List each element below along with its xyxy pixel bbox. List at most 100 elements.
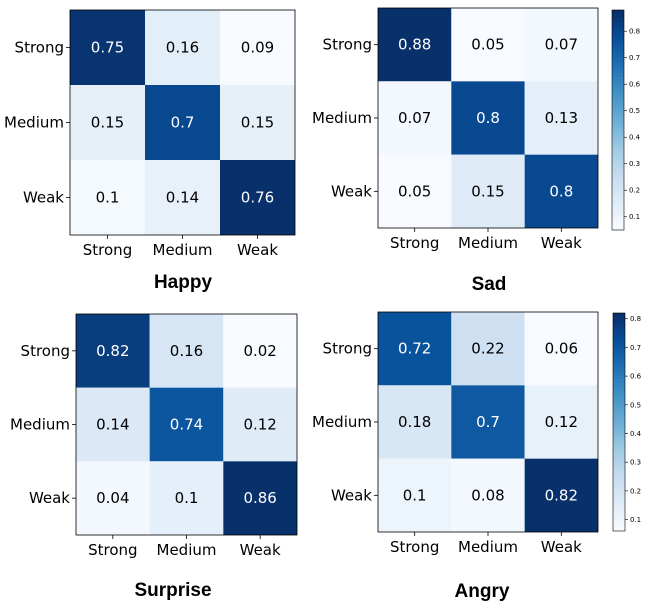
cell-value-label: 0.05 (471, 36, 504, 54)
cell-value-label: 0.08 (471, 486, 504, 504)
colorbar-segment (613, 440, 625, 445)
y-tick-label: Medium (10, 416, 70, 434)
colorbar-segment (612, 72, 624, 77)
colorbar-segment (613, 418, 625, 423)
colorbar-segment (612, 138, 624, 143)
colorbar-segment (612, 145, 624, 150)
colorbar-tick-label: 0.2 (630, 487, 641, 495)
colorbar-segment (613, 349, 625, 354)
colorbar-segment (612, 50, 624, 55)
colorbar-segment (612, 76, 624, 81)
colorbar-segment (612, 182, 624, 187)
colorbar-segment (613, 334, 625, 340)
cell-value-label: 0.7 (171, 114, 195, 132)
colorbar-tick-label: 0.8 (629, 28, 640, 36)
colorbar-segment (612, 109, 624, 114)
colorbar-segment (613, 487, 625, 492)
cell-value-label: 0.09 (241, 39, 274, 57)
heatmap-cell (451, 154, 525, 228)
heatmap-title: Sad (472, 274, 507, 295)
cell-value-label: 0.02 (243, 342, 276, 360)
heatmap-cell (524, 458, 598, 532)
x-tick-label: Medium (157, 541, 217, 559)
colorbar-segment (613, 505, 625, 510)
colorbar-segment (613, 345, 625, 350)
cell-value-label: 0.04 (96, 489, 129, 507)
colorbar-tick-label: 0.1 (630, 516, 641, 524)
colorbar-segment (613, 472, 625, 478)
y-tick-label: Weak (29, 489, 70, 507)
colorbar-segment (613, 436, 625, 441)
colorbar-segment (612, 171, 624, 176)
colorbar-segment (613, 458, 625, 463)
heatmap-panel-angry: 0.72 0.22 0.06 0.18 0.7 0.12 0.1 0.08 0.82 Strong… (312, 311, 642, 602)
colorbar-segment (613, 476, 625, 481)
colorbar-segment (612, 57, 624, 62)
colorbar-segment (612, 39, 624, 44)
colorbar-segment (612, 167, 624, 172)
heatmap-cell (149, 314, 224, 388)
colorbar-segment (612, 204, 624, 209)
colorbar-segment (612, 189, 624, 194)
heatmap-title: Angry (455, 581, 510, 602)
colorbar-segment (612, 112, 624, 117)
heatmap-cell (451, 385, 525, 459)
y-tick-label: Strong (323, 340, 372, 358)
colorbar-segment (613, 363, 625, 369)
cell-value-label: 0.22 (471, 340, 504, 358)
cell-value-label: 0.18 (398, 413, 431, 431)
cell-value-label: 0.14 (166, 189, 199, 207)
heatmap-cell (149, 387, 224, 462)
colorbar-segment (613, 469, 625, 474)
colorbar-segment (613, 374, 625, 379)
colorbar-segment (613, 338, 625, 343)
colorbar-segment (612, 54, 624, 59)
colorbar-segment (612, 32, 624, 37)
colorbar-segment (613, 501, 625, 507)
colorbar-segment (613, 327, 625, 332)
colorbar-segment (612, 200, 624, 205)
colorbar-segment (612, 197, 624, 202)
colorbar-segment (612, 35, 624, 40)
colorbar-segment (613, 342, 625, 347)
colorbar-segment (612, 101, 624, 106)
colorbar-segment (612, 28, 624, 33)
heatmap-cell (145, 160, 220, 235)
colorbar-segment (612, 127, 624, 132)
colorbar-tick-label: 0.3 (629, 160, 640, 168)
heatmap-cell (524, 81, 598, 155)
x-tick-label: Weak (240, 541, 281, 559)
cell-value-label: 0.07 (545, 36, 578, 54)
heatmap-title: Surprise (134, 580, 211, 601)
colorbar-segment (613, 512, 625, 518)
colorbar-tick-label: 0.6 (629, 81, 641, 89)
cell-value-label: 0.16 (170, 342, 203, 360)
colorbar-segment (612, 46, 624, 51)
colorbar-tick-label: 0.6 (630, 373, 642, 381)
colorbar-segment (613, 360, 625, 365)
cell-value-label: 0.06 (545, 340, 578, 358)
colorbar-segment (613, 392, 625, 398)
cell-value-label: 0.13 (545, 109, 578, 127)
colorbar-segment (613, 494, 625, 499)
heatmap-cell (378, 81, 452, 155)
colorbar-segment (612, 17, 624, 22)
cell-value-label: 0.16 (166, 39, 199, 57)
colorbar-segment (612, 178, 624, 183)
colorbar-segment (612, 98, 624, 103)
heatmap-cell (76, 387, 150, 462)
colorbar-segment (612, 120, 624, 125)
colorbar-segment (613, 371, 625, 376)
heatmap-panel-happy: 0.75 0.16 0.09 0.15 0.7 0.15 0.1 0.14 0.76 Strong… (4, 9, 296, 293)
colorbar-frame (611, 9, 625, 231)
cell-value-label: 0.15 (471, 182, 504, 200)
colorbar-segment (612, 226, 624, 231)
y-tick-label: Weak (331, 486, 372, 504)
colorbar-segment (612, 24, 624, 29)
colorbar-segment (612, 105, 624, 110)
colorbar-segment (613, 447, 625, 452)
colorbar-segment (613, 400, 625, 405)
colorbar-segment (612, 149, 624, 154)
heatmap-cell (451, 81, 525, 155)
